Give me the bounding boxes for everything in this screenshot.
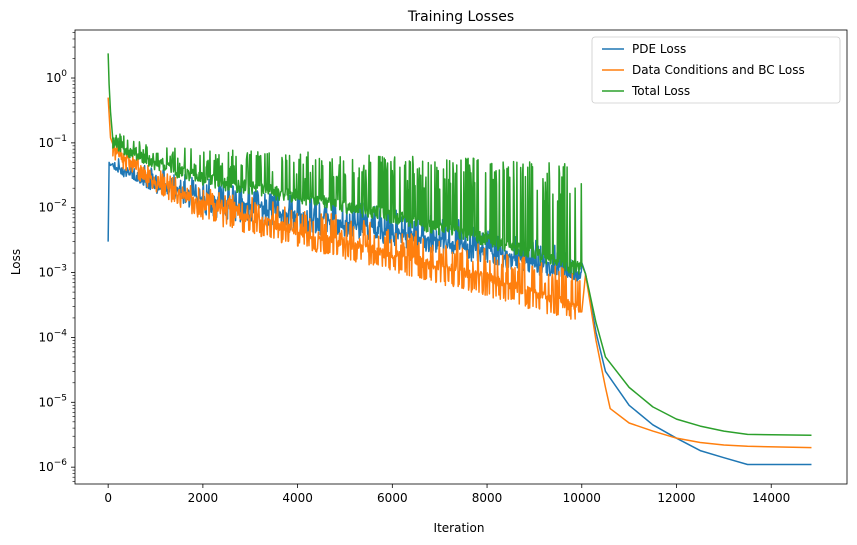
y-tick-label: 10−2 (38, 199, 67, 215)
x-tick-label: 12000 (657, 491, 695, 505)
y-tick-label: 10−5 (38, 393, 67, 409)
y-tick-label: 10−3 (38, 264, 67, 280)
series-layer (107, 53, 812, 466)
legend-box (591, 36, 841, 104)
x-axis-label: Iteration (434, 521, 485, 535)
y-axis-label: Loss (9, 249, 23, 275)
axes-layer: 0 2000 4000 6000 8000 10000 12000 14000 10−6 10−5… (38, 29, 848, 505)
x-tick-label: 0 (104, 491, 112, 505)
x-tick-label: 6000 (377, 491, 408, 505)
x-tick-label: 8000 (472, 491, 503, 505)
series-line-data-conditions-and-bc-loss (107, 97, 812, 449)
legend-label: PDE Loss (632, 42, 686, 56)
y-tick-label: 10−4 (38, 328, 67, 344)
x-tick-label: 4000 (282, 491, 313, 505)
chart-title: Training Losses (407, 9, 514, 25)
y-tick-label: 10−6 (38, 458, 67, 474)
x-tick-label: 14000 (752, 491, 790, 505)
y-tick-label: 100 (46, 69, 67, 85)
series-line-total-loss (107, 53, 812, 437)
x-tick-label: 10000 (563, 491, 601, 505)
legend-label: Total Loss (631, 84, 690, 98)
plot-frame (74, 29, 848, 485)
y-tick-label: 10−1 (38, 134, 67, 150)
x-tick-label: 2000 (188, 491, 219, 505)
legend-label: Data Conditions and BC Loss (632, 63, 805, 77)
legend: PDE Loss Data Conditions and BC Loss Total… (591, 36, 841, 104)
